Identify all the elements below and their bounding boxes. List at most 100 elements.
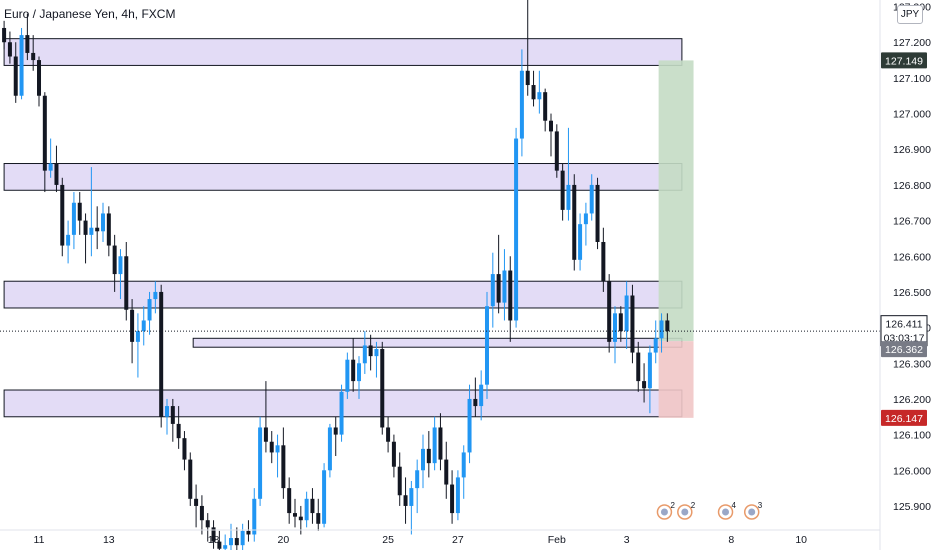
candle-down (351, 359, 356, 382)
price-tick-label: 126.000 (893, 465, 931, 477)
time-axis[interactable]: 11 13 18 20 25 27 Feb 3 8 10 (34, 534, 808, 546)
price-tick-label: 126.600 (893, 251, 931, 263)
candle-up (432, 427, 437, 464)
target-zone[interactable] (658, 60, 694, 342)
candle-up (147, 299, 152, 321)
candle-down (124, 256, 129, 310)
target-price-tag: 127.149 (885, 55, 923, 67)
time-tick-label: 18 (208, 534, 220, 546)
candle-down (269, 441, 274, 453)
candle-down (211, 527, 216, 542)
candle-up (362, 345, 367, 364)
candle-up (66, 234, 71, 246)
candle-up (578, 224, 583, 260)
candle-up (258, 427, 263, 499)
candle-down (444, 459, 449, 485)
time-tick-label: 3 (624, 534, 630, 546)
candle-down (37, 60, 42, 96)
candle-down (176, 423, 181, 439)
candle-up (165, 406, 170, 417)
event-flag-icon (722, 508, 730, 516)
price-tick-label: 126.300 (893, 358, 931, 370)
candle-up (229, 538, 234, 546)
candle-down (263, 427, 268, 442)
candle-up (240, 530, 245, 546)
time-tick-label: 20 (278, 534, 290, 546)
stop-price-tag-bg (881, 409, 927, 426)
event-count: 2 (691, 501, 696, 510)
zone-rect[interactable] (3, 38, 683, 66)
candle-down (298, 516, 303, 521)
event-count: 4 (732, 501, 737, 510)
candle-up (322, 470, 327, 524)
candle-up (653, 338, 658, 353)
candle-up (467, 398, 472, 453)
candle-down (310, 498, 315, 514)
candle-down (595, 184, 600, 242)
candle-down (170, 406, 175, 424)
stop-zone[interactable] (658, 341, 694, 418)
candle-down (508, 270, 513, 321)
candlestick-series (2, 0, 670, 550)
entry-price-tag-bg (881, 341, 927, 358)
candle-down (188, 459, 193, 499)
candle-up (461, 452, 466, 478)
candle-up (252, 498, 257, 535)
candle-up (537, 92, 542, 100)
candle-up (566, 184, 571, 210)
price-axis[interactable]: 127.300127.200127.100127.000126.900126.8… (893, 2, 931, 513)
target-price-tag-bg (881, 52, 927, 69)
candle-up (420, 448, 425, 471)
price-tick-label: 126.800 (893, 180, 931, 192)
time-tick-label: 10 (795, 534, 807, 546)
candle-down (182, 438, 187, 460)
zone-rect[interactable] (3, 163, 683, 191)
candle-down (630, 295, 635, 353)
candle-down (159, 291, 164, 417)
candle-up (135, 331, 140, 342)
price-tick-label: 126.700 (893, 216, 931, 228)
long-position-tool[interactable] (658, 60, 694, 418)
candle-down (496, 274, 501, 303)
candle-down (531, 85, 536, 100)
candle-up (589, 184, 594, 214)
candle-up (612, 313, 617, 342)
candle-down (293, 513, 297, 517)
candle-down (194, 498, 199, 506)
entry-price-tag: 126.362 (885, 344, 923, 356)
candle-down (380, 348, 385, 428)
price-tick-label: 127.100 (893, 73, 931, 85)
candle-up (484, 306, 489, 385)
candle-down (548, 120, 553, 132)
candle-down (54, 163, 59, 185)
candle-up (409, 488, 414, 506)
candle-up (502, 270, 507, 303)
candle-down (2, 27, 7, 43)
candle-up (647, 352, 652, 389)
candle-down (130, 309, 135, 342)
price-tick-label: 125.900 (893, 501, 931, 513)
last-price-tag-bg (880, 315, 928, 347)
price-tick-label: 127.000 (893, 109, 931, 121)
price-tick-label: 126.500 (893, 287, 931, 299)
zone-rect[interactable] (3, 280, 683, 309)
candle-down (83, 220, 88, 235)
candle-down (386, 427, 391, 442)
candle-down (554, 131, 559, 171)
candle-up (275, 445, 280, 453)
candle-down (7, 42, 12, 57)
event-markers[interactable]: 2 2 4 3 (656, 501, 763, 520)
candle-up (101, 213, 106, 232)
candle-up (71, 202, 76, 235)
currency-badge[interactable]: JPY (897, 5, 923, 24)
candle-down (217, 541, 222, 549)
candle-down (450, 484, 455, 514)
candle-down (316, 513, 321, 524)
candle-down (60, 184, 65, 246)
time-tick-label: 13 (103, 534, 115, 546)
time-tick-label: Feb (548, 534, 566, 546)
time-tick-label: 27 (452, 534, 464, 546)
candle-down (42, 95, 47, 171)
